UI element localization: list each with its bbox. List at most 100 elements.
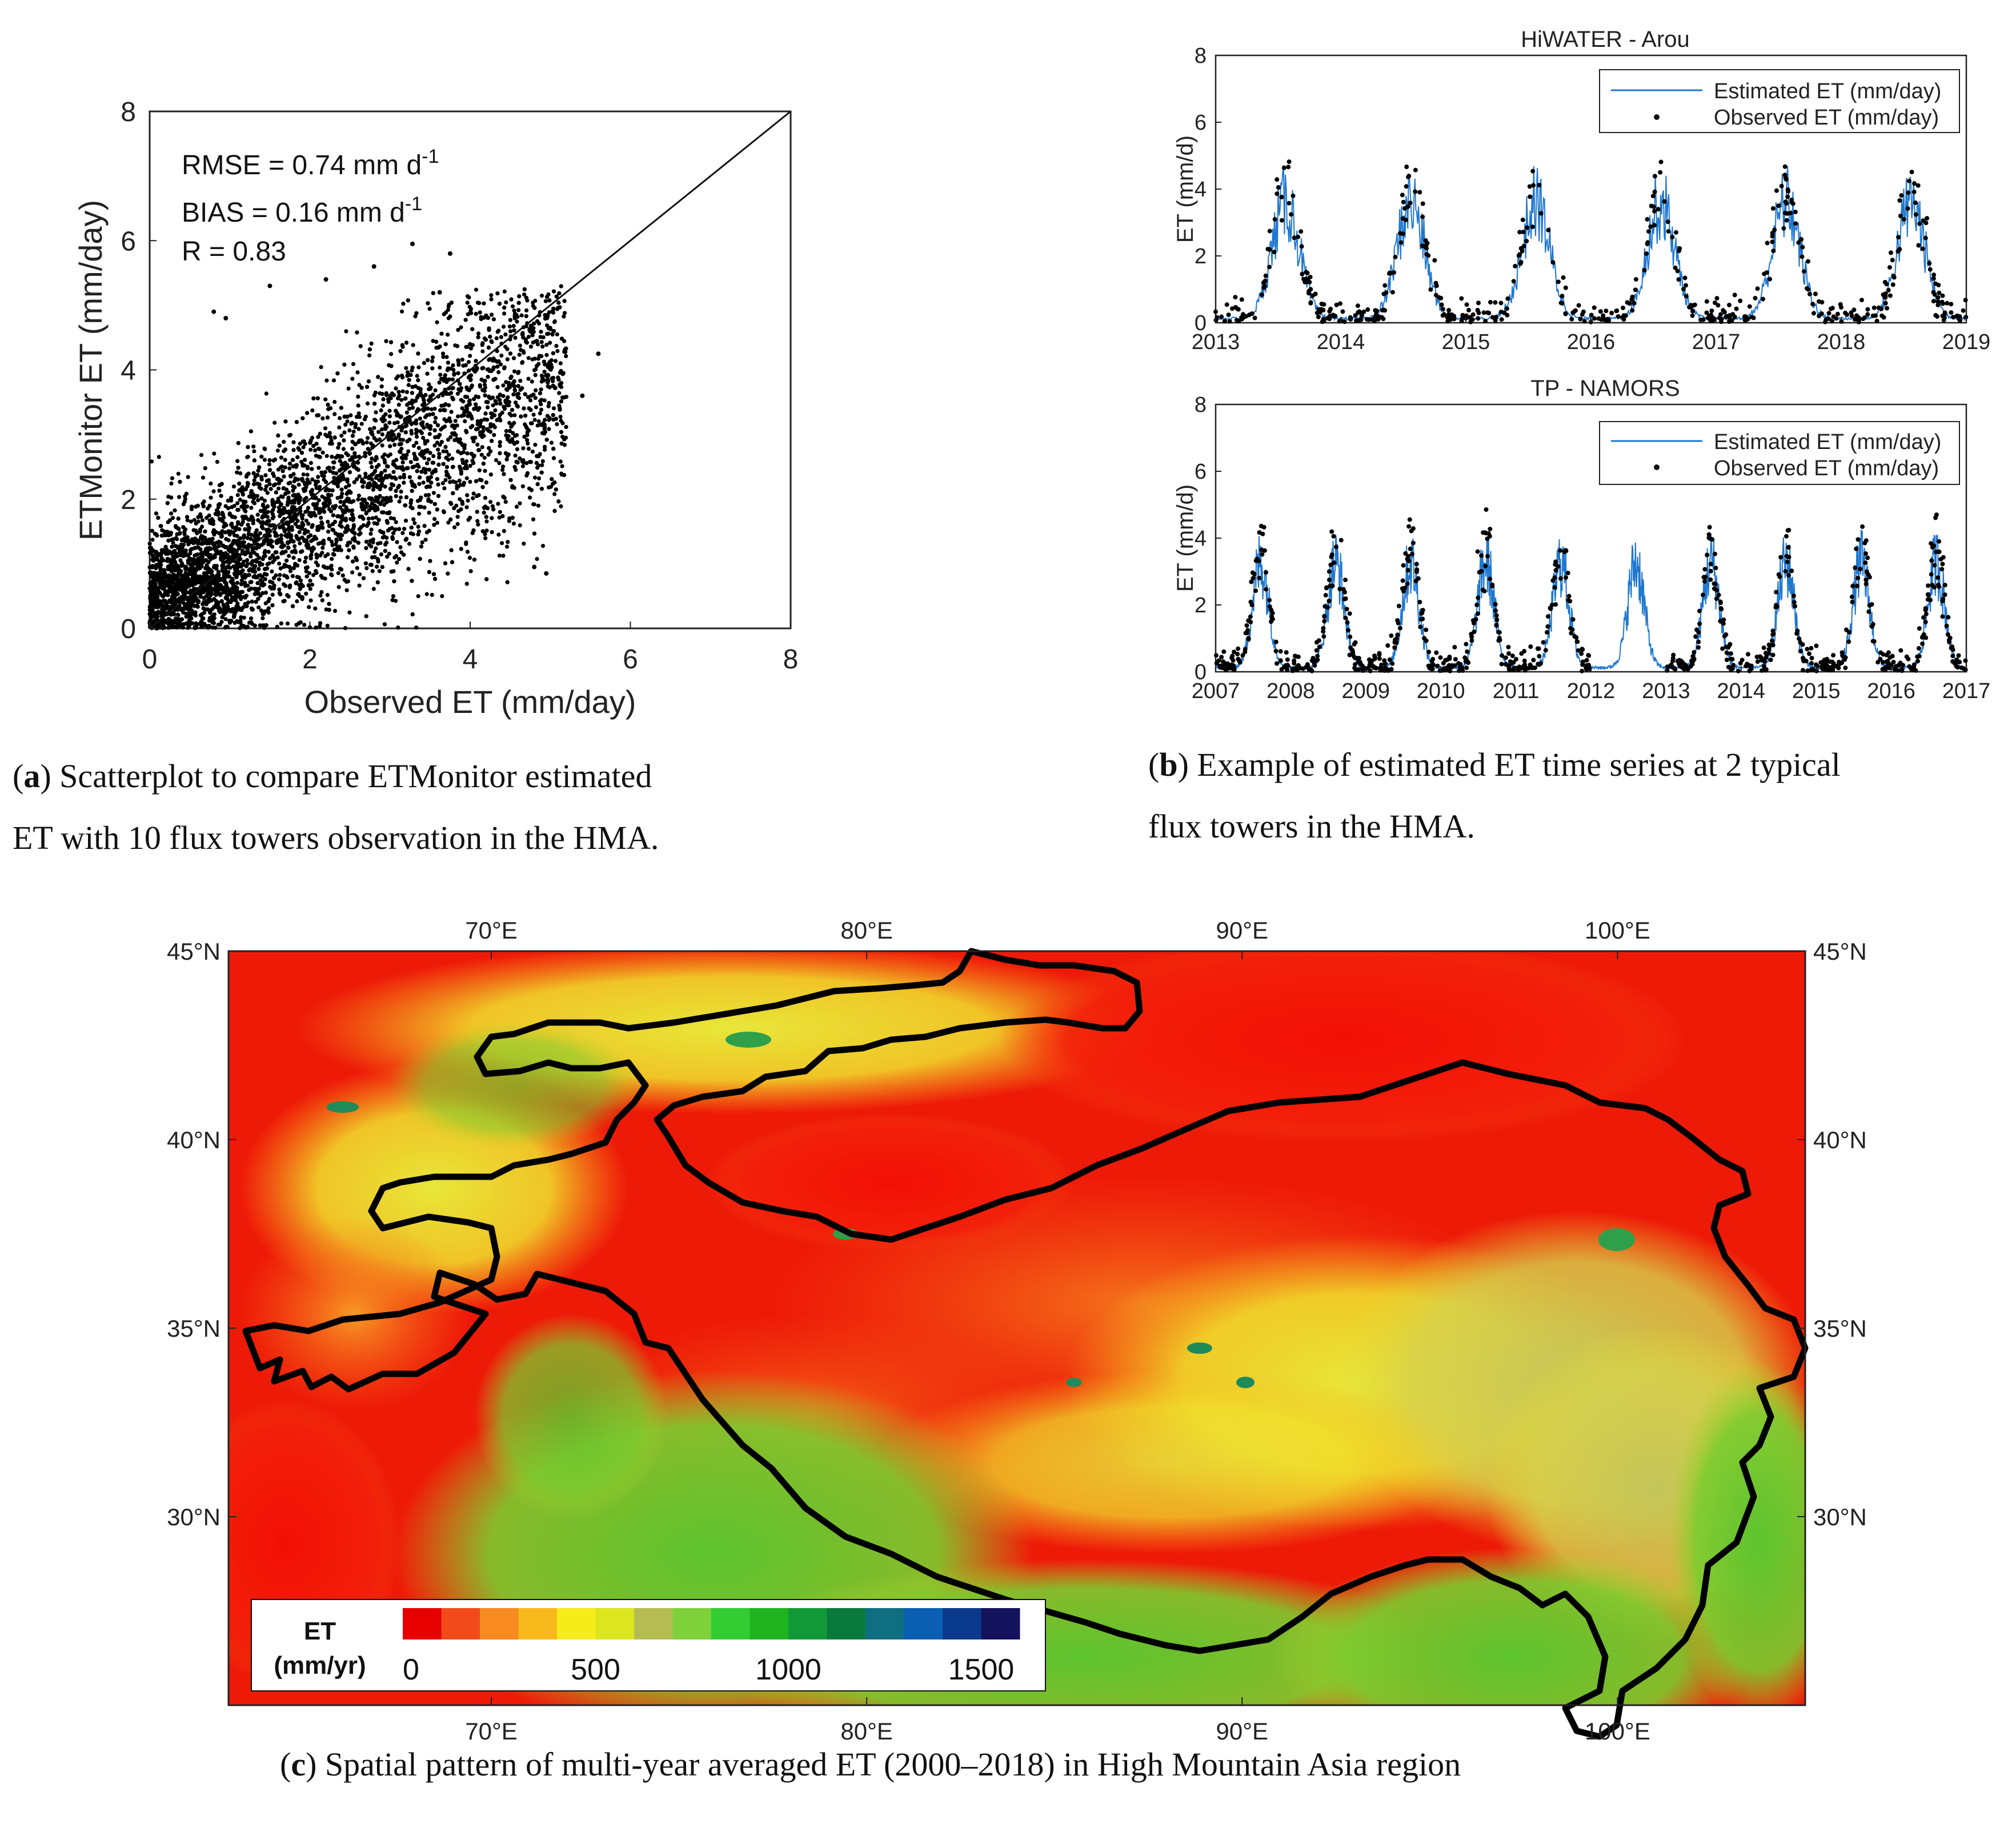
scatter-point — [256, 468, 260, 473]
scatter-point — [425, 371, 430, 376]
scatter-point — [320, 522, 324, 526]
scatter-point — [348, 490, 353, 495]
scatter-point — [247, 494, 252, 499]
scatter-point — [291, 440, 296, 444]
scatter-point — [356, 494, 362, 498]
scatter-point — [522, 350, 526, 355]
scatter-point — [414, 418, 419, 423]
scatter-point — [276, 496, 280, 501]
scatter-point — [422, 456, 427, 460]
scatter-point — [276, 433, 280, 438]
scatter-point — [559, 284, 563, 288]
scatter-point — [254, 546, 259, 551]
scatter-point — [343, 422, 348, 427]
scatter-point — [446, 571, 450, 576]
scatter-point — [368, 460, 373, 465]
scatter-point — [416, 511, 422, 516]
scatter-point — [331, 513, 335, 518]
scatter-point — [478, 310, 482, 315]
scatter-point — [364, 566, 369, 571]
scatter-point — [320, 575, 324, 580]
scatter-point — [320, 416, 325, 421]
scatter-point — [308, 598, 313, 603]
scatter-point — [496, 532, 501, 537]
scatter-point — [432, 523, 436, 527]
scatter-point — [447, 452, 451, 457]
scatter-point — [446, 360, 451, 365]
scatter-point — [444, 355, 449, 359]
scatter-point — [267, 482, 272, 487]
scatter-point — [530, 450, 535, 454]
scatter-point — [272, 504, 276, 509]
scatter-point — [427, 492, 431, 498]
scatter-point — [392, 516, 396, 521]
scatter-point — [331, 528, 336, 532]
scatter-point — [540, 344, 545, 349]
scatter-point — [392, 421, 397, 426]
scatter-point — [264, 479, 269, 483]
scatter-point — [346, 497, 351, 502]
scatter-point — [450, 465, 455, 470]
scatter-point — [282, 573, 287, 578]
scatter-point — [282, 474, 286, 479]
scatter-point — [370, 569, 375, 574]
scatter-point — [410, 612, 415, 616]
scatter-point — [557, 291, 562, 295]
scatter-point — [410, 398, 415, 403]
scatter-point — [400, 389, 405, 394]
scatter-point — [278, 566, 283, 571]
scatter-point — [291, 566, 296, 571]
scatter-point — [193, 567, 197, 572]
scatter-point — [271, 523, 275, 528]
scatter-point — [266, 610, 271, 615]
scatter-point — [342, 438, 346, 443]
scatter-point — [351, 362, 356, 366]
scatter-point — [332, 412, 337, 416]
scatter-point — [237, 541, 242, 546]
scatter-point — [207, 537, 212, 542]
scatter-point — [329, 438, 334, 443]
scatter-point — [316, 435, 320, 439]
scatter-point — [328, 406, 333, 411]
scatter-point — [323, 426, 328, 431]
scatter-point — [431, 339, 435, 343]
scatter-point — [414, 431, 419, 436]
scatter-point — [268, 556, 272, 560]
scatter-point — [314, 626, 318, 630]
scatter-point — [468, 378, 473, 382]
scatter-point — [368, 441, 374, 446]
scatter-point — [428, 451, 432, 455]
scatter-point — [325, 623, 330, 628]
scatter-point — [315, 396, 320, 400]
scatter-point — [305, 508, 310, 514]
scatter-point — [150, 538, 155, 542]
scatter-point — [319, 365, 323, 370]
scatter-point — [423, 439, 427, 443]
scatter-point — [558, 361, 563, 366]
scatter-point — [526, 356, 531, 360]
scatter-point — [378, 540, 383, 546]
scatter-point — [531, 502, 536, 507]
scatter-point — [311, 573, 316, 578]
scatter-point — [357, 583, 362, 588]
scatter-point — [400, 375, 405, 380]
scatter-point — [331, 378, 336, 383]
scatter-point — [389, 570, 394, 574]
scatter-point — [211, 489, 216, 494]
scatter-point — [374, 410, 378, 415]
scatter-point — [325, 592, 330, 598]
scatter-point — [560, 464, 564, 468]
scatter-point — [265, 491, 270, 495]
scatter-point — [313, 506, 318, 511]
scatter-point — [200, 555, 205, 559]
scatter-point — [239, 615, 243, 620]
scatter-point — [488, 500, 493, 504]
scatter-point — [263, 590, 268, 595]
scatter-point — [195, 503, 200, 508]
scatter-point — [270, 592, 275, 597]
scatter-point — [464, 430, 469, 435]
scatter-point — [537, 476, 542, 481]
scatter-point — [372, 550, 377, 554]
scatter-point — [227, 575, 232, 579]
